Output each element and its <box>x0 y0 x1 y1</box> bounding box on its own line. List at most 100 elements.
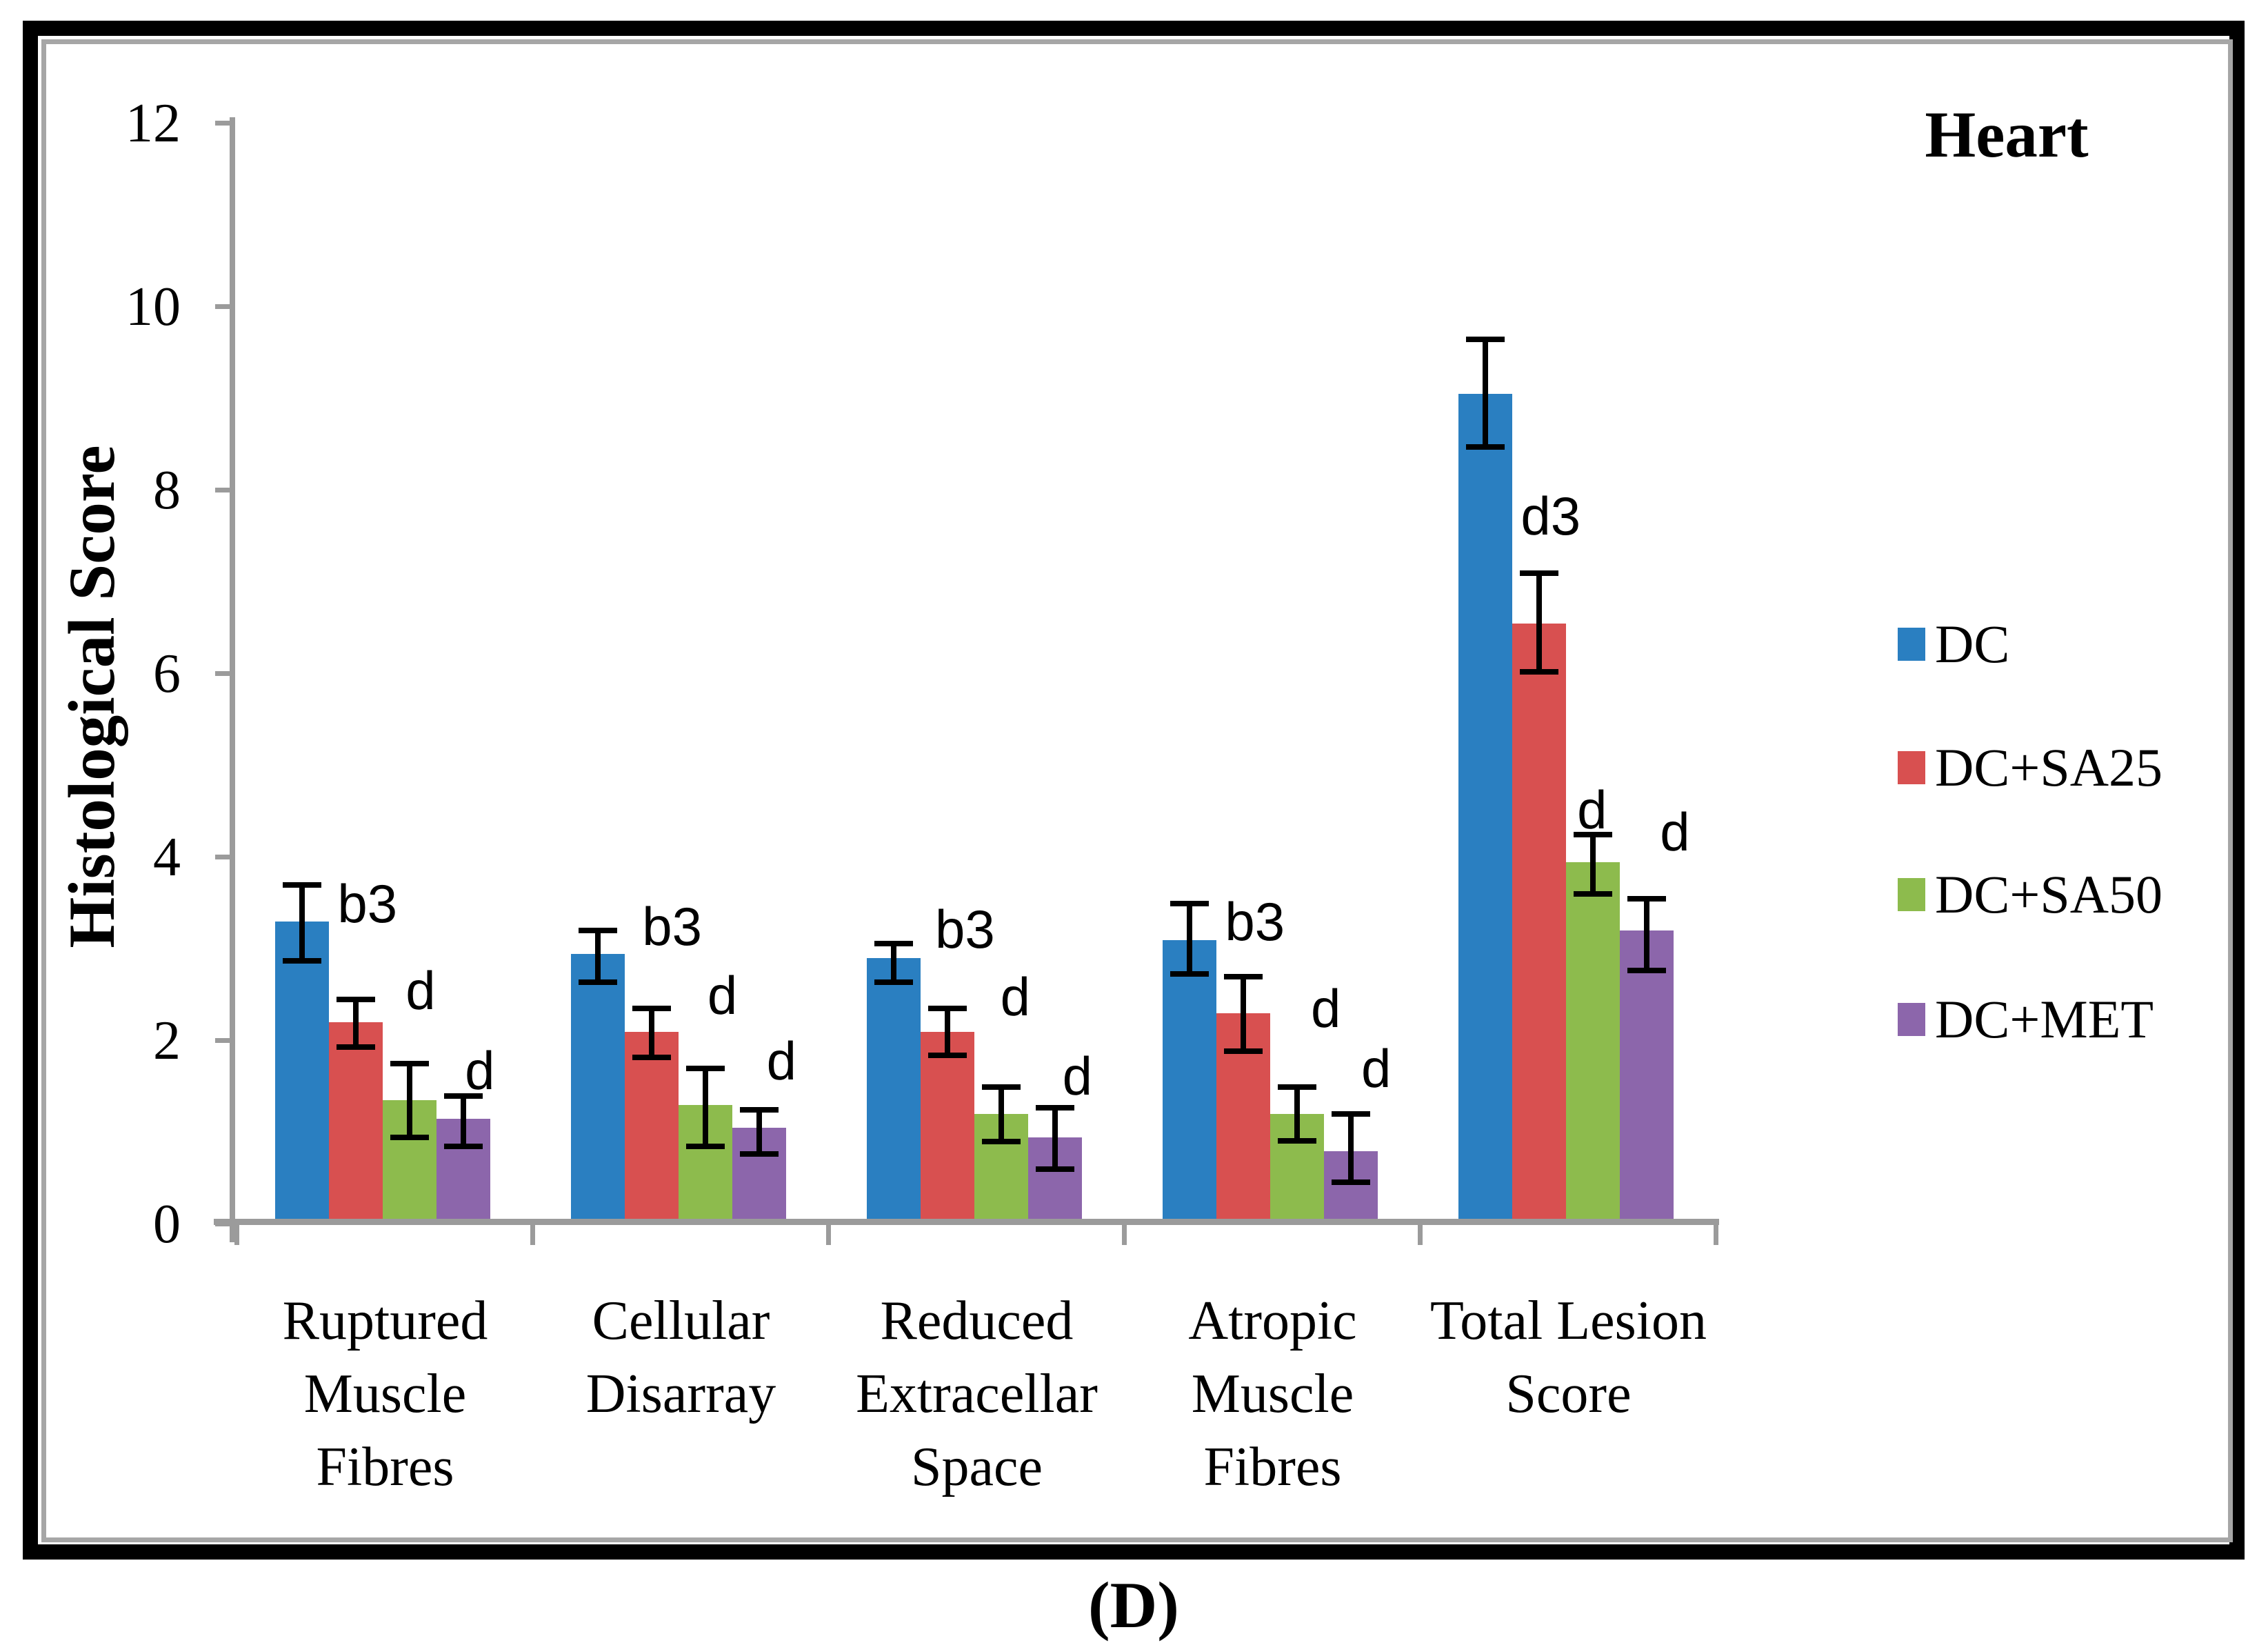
bar-DC-group4 <box>1163 939 1216 1224</box>
error-bar-cap-bottom-DC+SA50-group5 <box>1574 891 1612 897</box>
legend-swatch-DC+SA50 <box>1898 878 1925 911</box>
error-bar-line-DC+SA25-group1 <box>353 999 359 1048</box>
error-bar-line-DC-group1 <box>299 884 305 962</box>
error-bar-line-DC+SA25-group2 <box>649 1008 654 1057</box>
bar-DC+SA25-group2 <box>625 1031 679 1224</box>
error-bar-cap-bottom-DC-group4 <box>1170 970 1209 977</box>
significance-annotation-DC-group4: b3 <box>1225 891 1285 953</box>
y-tick-label: 10 <box>126 277 181 337</box>
x-tick-mark <box>1418 1224 1423 1245</box>
significance-annotation-DC+MET-group2: d <box>766 1030 797 1092</box>
outer-border <box>23 21 2245 1560</box>
y-tick-mark <box>215 488 233 492</box>
error-bar-cap-bottom-DC-group5 <box>1466 444 1505 450</box>
y-tick-label: 4 <box>153 827 181 888</box>
x-tick-mark <box>234 1224 239 1245</box>
error-bar-line-DC-group3 <box>891 944 896 982</box>
error-bar-line-DC+SA25-group3 <box>945 1008 950 1056</box>
error-bar-cap-bottom-DC+SA50-group1 <box>390 1134 429 1140</box>
error-bar-cap-top-DC+SA25-group5 <box>1520 570 1558 576</box>
error-bar-line-DC+SA50-group3 <box>998 1086 1004 1142</box>
error-bar-cap-top-DC+MET-group5 <box>1627 895 1666 902</box>
error-bar-line-DC+SA25-group5 <box>1536 572 1542 673</box>
error-bar-cap-top-DC+MET-group3 <box>1036 1105 1074 1111</box>
error-bar-line-DC+SA25-group4 <box>1241 976 1246 1051</box>
bar-DC-group3 <box>867 958 921 1224</box>
error-bar-cap-bottom-DC+SA50-group3 <box>982 1139 1021 1145</box>
error-bar-cap-bottom-DC+MET-group4 <box>1332 1179 1370 1185</box>
bar-DC-group1 <box>275 922 329 1224</box>
legend-label-DC+SA25: DC+SA25 <box>1935 737 2163 797</box>
error-bar-cap-bottom-DC+SA25-group5 <box>1520 669 1558 675</box>
significance-annotation-DC+SA25-group4: d <box>1311 978 1341 1039</box>
bar-DC+MET-group5 <box>1620 930 1674 1224</box>
error-bar-cap-bottom-DC+MET-group5 <box>1627 967 1666 973</box>
error-bar-cap-bottom-DC+MET-group1 <box>444 1143 483 1149</box>
y-tick-mark <box>215 855 233 859</box>
significance-annotation-DC+MET-group3: d <box>1062 1045 1093 1106</box>
error-bar-cap-top-DC-group2 <box>579 928 617 934</box>
error-bar-cap-bottom-DC+MET-group3 <box>1036 1166 1074 1173</box>
error-bar-line-DC-group4 <box>1187 903 1192 974</box>
error-bar-cap-top-DC-group3 <box>874 941 913 947</box>
category-label-group5: Total Lesion Score <box>1430 1291 1707 1424</box>
y-tick-mark <box>215 304 233 309</box>
significance-annotation-DC+SA50-group5: d <box>1577 779 1607 840</box>
bar-DC+SA25-group1 <box>329 1022 383 1224</box>
category-label-group4: Atropic Muscle Fibres <box>1188 1291 1357 1497</box>
error-bar-line-DC+SA50-group2 <box>703 1068 708 1146</box>
chart-title: Heart <box>1925 98 2089 171</box>
significance-annotation-DC+MET-group4: d <box>1361 1037 1392 1099</box>
error-bar-cap-top-DC+SA25-group2 <box>632 1006 671 1012</box>
legend-label-DC+MET: DC+MET <box>1935 989 2154 1049</box>
bar-DC+SA25-group3 <box>921 1031 974 1224</box>
error-bar-cap-top-DC-group1 <box>283 882 321 888</box>
error-bar-cap-bottom-DC+SA25-group3 <box>928 1053 967 1059</box>
x-tick-mark <box>1714 1224 1718 1245</box>
error-bar-cap-top-DC+MET-group2 <box>740 1106 779 1113</box>
error-bar-cap-top-DC-group4 <box>1170 900 1209 906</box>
error-bar-cap-bottom-DC+SA25-group1 <box>337 1044 375 1050</box>
significance-annotation-DC+MET-group5: d <box>1660 801 1690 862</box>
x-tick-mark <box>1122 1224 1127 1245</box>
error-bar-line-DC-group5 <box>1483 339 1488 448</box>
legend-swatch-DC+SA25 <box>1898 751 1925 784</box>
error-bar-cap-bottom-DC+SA50-group2 <box>686 1143 725 1149</box>
significance-annotation-DC-group5: d3 <box>1521 486 1581 547</box>
y-tick-mark <box>215 1222 233 1226</box>
significance-annotation-DC-group3: b3 <box>934 898 995 959</box>
error-bar-line-DC+SA50-group4 <box>1294 1086 1300 1141</box>
error-bar-line-DC+SA50-group1 <box>407 1064 412 1137</box>
error-bar-cap-bottom-DC+SA25-group4 <box>1224 1048 1263 1054</box>
error-bar-cap-bottom-DC-group1 <box>283 958 321 964</box>
significance-annotation-DC+SA25-group2: d <box>707 964 738 1026</box>
error-bar-cap-bottom-DC+SA50-group4 <box>1278 1137 1316 1144</box>
y-tick-label: 12 <box>126 93 181 154</box>
significance-annotation-DC+SA25-group1: d <box>405 959 436 1021</box>
error-bar-cap-bottom-DC+SA25-group2 <box>632 1054 671 1060</box>
figure-panel-label: (D) <box>1088 1569 1179 1642</box>
bar-DC+SA25-group5 <box>1512 623 1566 1224</box>
error-bar-line-DC+MET-group4 <box>1348 1114 1354 1182</box>
error-bar-cap-bottom-DC+MET-group2 <box>740 1151 779 1157</box>
legend-swatch-DC <box>1898 628 1925 661</box>
x-tick-mark <box>530 1224 535 1245</box>
error-bar-cap-top-DC+SA25-group4 <box>1224 973 1263 979</box>
y-tick-label: 0 <box>153 1194 181 1255</box>
bar-DC+SA50-group5 <box>1566 862 1620 1224</box>
bar-DC-group2 <box>571 953 625 1224</box>
category-label-group2: Cellular Disarray <box>585 1291 776 1424</box>
legend-swatch-DC+MET <box>1898 1003 1925 1036</box>
error-bar-cap-top-DC+SA25-group3 <box>928 1006 967 1012</box>
error-bar-line-DC+MET-group1 <box>461 1095 466 1146</box>
error-bar-cap-top-DC+MET-group1 <box>444 1093 483 1099</box>
error-bar-line-DC+MET-group2 <box>756 1109 762 1154</box>
error-bar-cap-top-DC+SA50-group5 <box>1574 831 1612 837</box>
error-bar-cap-top-DC+MET-group4 <box>1332 1111 1370 1117</box>
significance-annotation-DC-group2: b3 <box>642 895 703 957</box>
error-bar-cap-top-DC+SA50-group2 <box>686 1065 725 1071</box>
error-bar-line-DC-group2 <box>595 930 601 982</box>
error-bar-cap-top-DC+SA25-group1 <box>337 997 375 1003</box>
error-bar-line-DC+MET-group3 <box>1052 1108 1058 1170</box>
